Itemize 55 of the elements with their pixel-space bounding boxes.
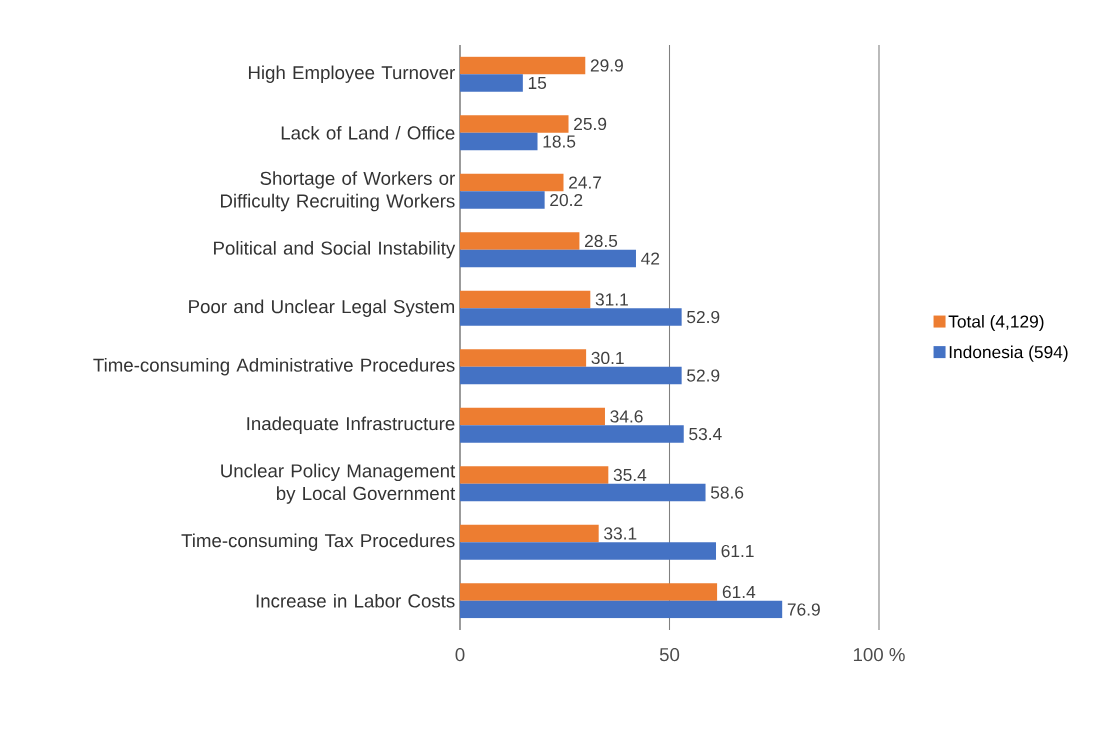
data-label: 31.1 (595, 293, 628, 306)
data-label: 52.9 (687, 369, 720, 382)
bar (460, 425, 684, 443)
data-label: 25.9 (574, 117, 607, 131)
y-tick-label: Time-consuming Administrative Procedures (93, 358, 455, 376)
bar (460, 74, 523, 92)
y-tick-label: Political and Social Instability (214, 241, 456, 259)
y-tick-label: Increase in Labor Costs (256, 593, 455, 608)
bar (460, 542, 717, 560)
x-tick-label: 0 (455, 648, 465, 662)
data-label: 34.6 (610, 410, 643, 423)
bar (460, 191, 545, 209)
data-label: 53.4 (689, 427, 722, 441)
bar (460, 466, 609, 484)
bar (460, 115, 569, 133)
data-label: 35.4 (613, 468, 647, 482)
legend-label: Indonesia (594) (949, 345, 1068, 362)
y-tick-label: High Employee Turnover (248, 65, 455, 83)
data-label: 30.1 (591, 351, 624, 365)
data-label: 58.6 (710, 486, 744, 499)
y-tick-label: Unclear Policy Management by Local Government (221, 463, 456, 504)
x-tick-label: 50 (659, 648, 680, 662)
data-label: 76.9 (787, 603, 820, 616)
bar (460, 249, 636, 268)
data-label: 18.5 (543, 135, 576, 148)
bar (460, 583, 718, 601)
legend-label: Total (4,129) (948, 314, 1044, 332)
bar (460, 524, 599, 543)
bar (460, 349, 587, 367)
bar (460, 232, 580, 250)
bar (460, 483, 706, 502)
data-label: 52.9 (687, 310, 720, 324)
y-tick-label: Lack of Land / Office (281, 125, 455, 140)
y-tick-label: Shortage of Workers or Difficulty Recruiting Workers (221, 171, 455, 212)
bar (460, 290, 591, 309)
bar (460, 308, 682, 326)
bar (460, 366, 682, 385)
bar (460, 56, 586, 75)
y-tick-label: Time-consuming Tax Procedures (181, 533, 455, 551)
data-label: 20.2 (550, 193, 583, 207)
data-label: 28.5 (585, 234, 618, 248)
data-label: 33.1 (604, 527, 637, 540)
bar (460, 600, 783, 619)
y-tick-label: Inadequate Infrastructure (247, 416, 455, 434)
data-label: 61.4 (722, 585, 756, 599)
data-label: 24.7 (569, 176, 602, 189)
bar (460, 407, 605, 426)
data-label: 15 (528, 76, 547, 90)
x-tick-label: 100 % (853, 648, 905, 662)
y-tick-label: Poor and Unclear Legal System (189, 299, 455, 317)
bar (460, 173, 564, 192)
bar (460, 132, 538, 151)
data-label: 42 (641, 252, 660, 265)
data-label: 61.1 (721, 544, 754, 558)
data-label: 29.9 (590, 59, 623, 72)
